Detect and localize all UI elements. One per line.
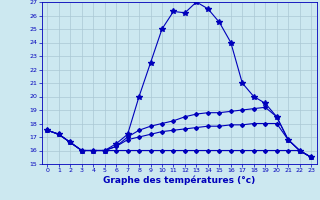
X-axis label: Graphe des températures (°c): Graphe des températures (°c): [103, 176, 255, 185]
